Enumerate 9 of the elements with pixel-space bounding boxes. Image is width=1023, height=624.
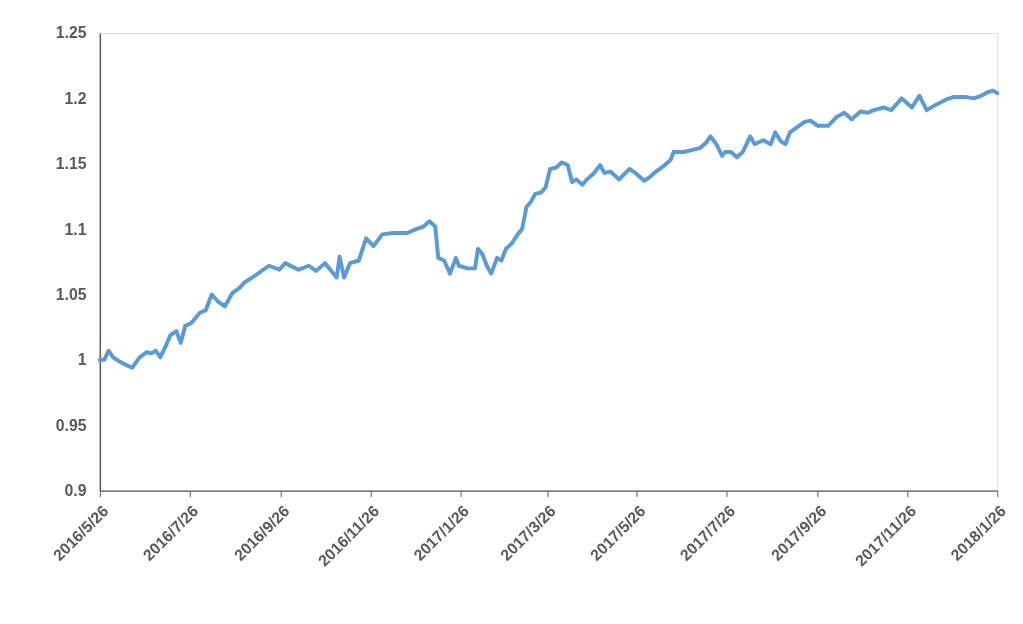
y-tick-label: 1.25 (55, 24, 87, 42)
y-tick-label: 1.15 (55, 155, 87, 173)
line-series (97, 88, 1000, 370)
y-tick-label: 1.2 (64, 89, 87, 107)
y-tick-label: 0.95 (55, 416, 87, 434)
y-tick-label: 1 (77, 351, 87, 369)
y-tick-label: 0.9 (64, 482, 87, 500)
y-tick-label: 1.05 (55, 285, 87, 303)
y-tick-label: 1.1 (64, 220, 87, 238)
